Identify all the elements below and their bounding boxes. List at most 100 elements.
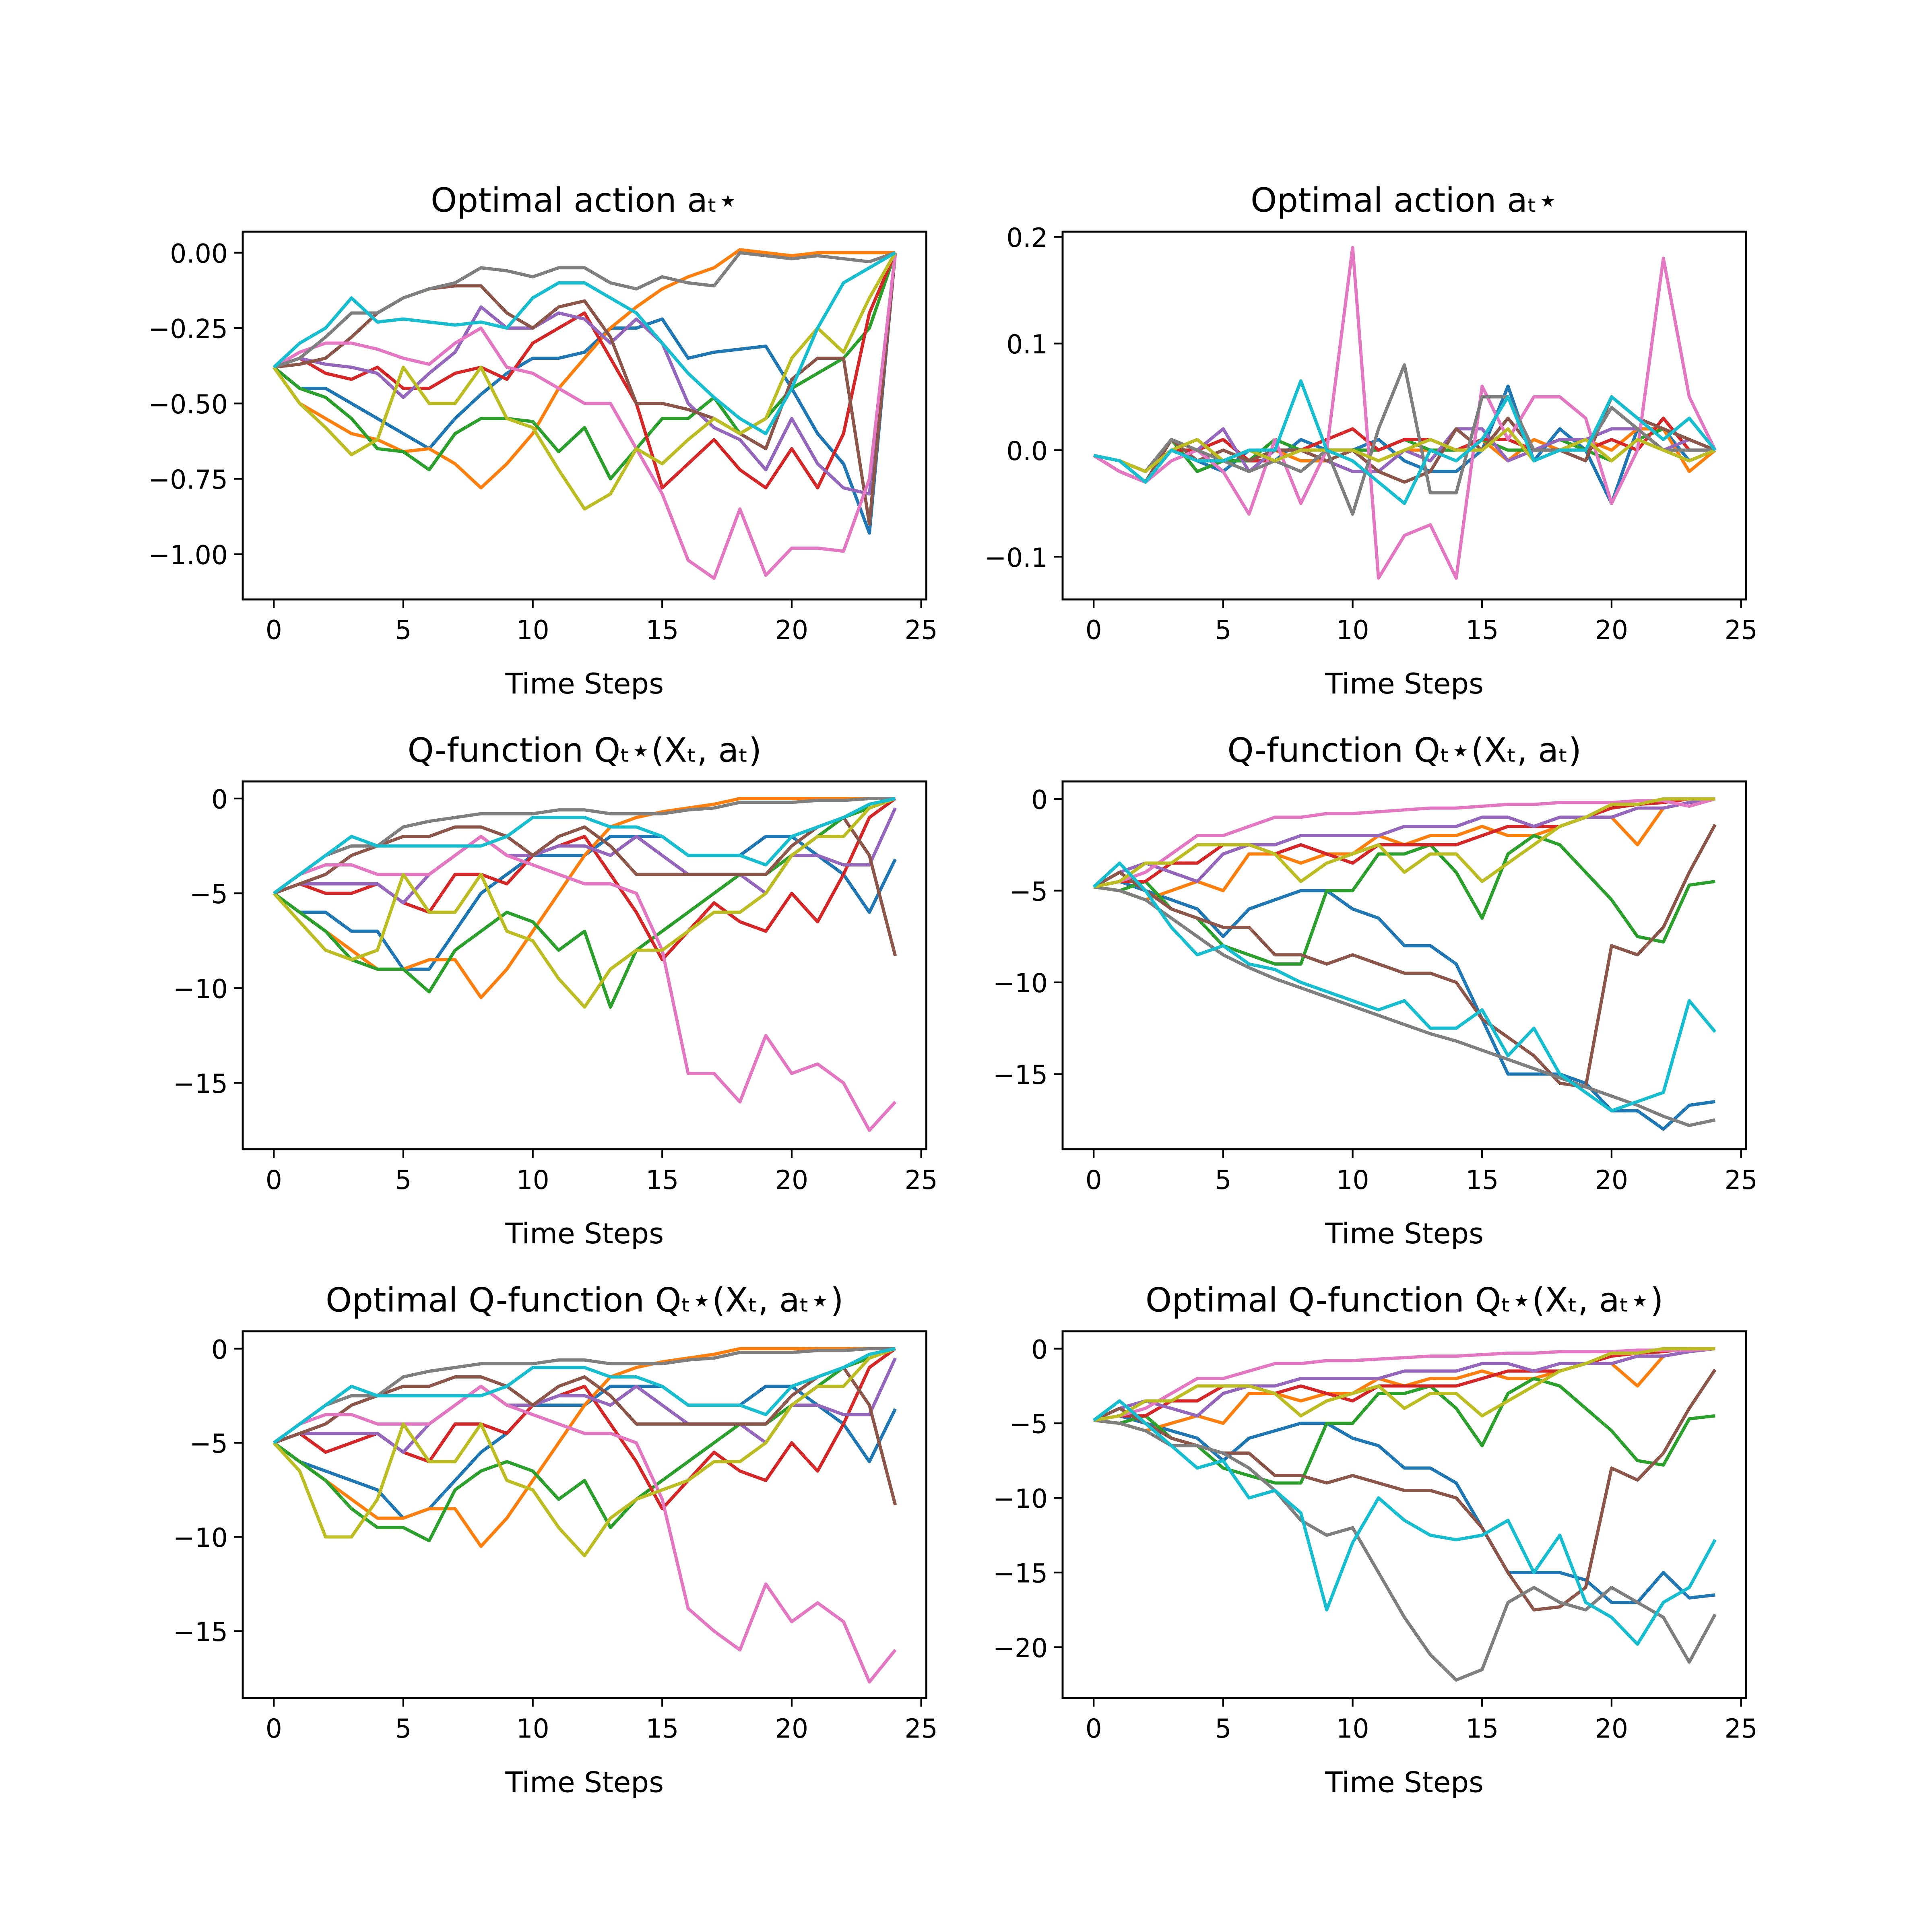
- x-axis-label: Time Steps: [505, 1765, 664, 1799]
- y-tick-label: 0: [1031, 785, 1048, 815]
- series-line: [273, 251, 896, 369]
- y-tick-label: −10: [993, 1484, 1048, 1514]
- y-tick-label: −15: [993, 1060, 1048, 1090]
- y-tick-label: −15: [173, 1617, 228, 1647]
- axes-frame: [1061, 230, 1747, 601]
- series-line: [1093, 1418, 1717, 1682]
- series-line: [1093, 824, 1717, 1089]
- series-line: [1093, 797, 1715, 889]
- x-tick-label: 25: [905, 1714, 938, 1744]
- series-line: [272, 1347, 896, 1558]
- y-tick-label: −15: [993, 1559, 1048, 1589]
- x-tick-label: 15: [646, 1714, 679, 1744]
- y-tick-label: 0: [1031, 1335, 1048, 1365]
- y-tick-label: −5: [1009, 1410, 1048, 1440]
- subplot: 0 5 10 15 20 25 −1.00 −0.75 −0.50 −0.25 0.00 Optima…: [148, 181, 938, 700]
- series-line: [1093, 379, 1717, 505]
- axes-frame: [1061, 1330, 1747, 1699]
- x-tick-label: 5: [1215, 615, 1231, 646]
- series-line: [1092, 861, 1717, 1113]
- x-tick-label: 0: [1086, 615, 1102, 646]
- x-tick-label: 15: [1466, 615, 1499, 646]
- series-line: [272, 835, 897, 1132]
- x-tick-label: 0: [266, 1165, 282, 1195]
- x-tick-label: 5: [1215, 1165, 1231, 1195]
- series-line: [1093, 427, 1716, 473]
- series-line: [273, 252, 897, 496]
- y-tick-label: 0.00: [170, 239, 228, 269]
- x-tick-label: 0: [266, 615, 282, 646]
- subplot-title: Optimal action aₜ⋆: [431, 181, 739, 220]
- x-tick-label: 25: [1724, 1714, 1757, 1744]
- subplot: 0 5 10 15 20 25 −0.1 0.0 0.1 0.2 Optimal action aₜ…: [985, 181, 1758, 700]
- x-tick-label: 25: [1724, 1165, 1757, 1195]
- x-tick-label: 15: [646, 1165, 679, 1195]
- axes-frame: [1061, 780, 1747, 1150]
- subplot-title: Optimal action aₜ⋆: [1251, 181, 1558, 220]
- x-tick-label: 20: [1595, 1165, 1628, 1195]
- x-tick-label: 25: [905, 615, 938, 646]
- x-tick-label: 20: [1595, 1714, 1628, 1744]
- x-tick-label: 10: [1336, 1165, 1369, 1195]
- axes-frame: [242, 780, 927, 1150]
- x-tick-label: 0: [1086, 1714, 1102, 1744]
- y-tick-label: 0.0: [1006, 436, 1048, 466]
- series-line: [273, 252, 897, 580]
- series-line: [1093, 797, 1715, 889]
- y-tick-label: −20: [993, 1633, 1048, 1664]
- series-line: [1093, 1347, 1715, 1422]
- series-line: [272, 1385, 897, 1684]
- series-line: [1092, 1399, 1717, 1646]
- subplot-title: Q-function Qₜ⋆(Xₜ, aₜ): [407, 731, 762, 770]
- subplot-title: Optimal Q-function Qₜ⋆(Xₜ, aₜ⋆): [326, 1280, 844, 1319]
- y-tick-label: −5: [1009, 877, 1048, 907]
- x-tick-label: 15: [1466, 1714, 1499, 1744]
- x-tick-label: 0: [266, 1714, 282, 1744]
- y-tick-label: −0.1: [985, 543, 1048, 573]
- subplot-title: Optimal Q-function Qₜ⋆(Xₜ, aₜ⋆): [1146, 1280, 1664, 1319]
- series-line: [1093, 1414, 1715, 1604]
- subplot-title: Q-function Qₜ⋆(Xₜ, aₜ): [1227, 731, 1581, 770]
- series-line: [1093, 363, 1715, 516]
- series-line: [273, 252, 897, 490]
- x-tick-label: 5: [1215, 1714, 1231, 1744]
- series-line: [272, 252, 897, 511]
- axes-frame: [242, 230, 927, 601]
- subplot: 0 5 10 15 20 25 −20 −15 −10 −5 0 Optimal Q-function…: [993, 1280, 1758, 1799]
- x-tick-label: 25: [1724, 615, 1757, 646]
- x-tick-label: 10: [516, 1714, 549, 1744]
- x-tick-label: 20: [775, 1714, 808, 1744]
- axes-frame: [242, 1330, 927, 1699]
- x-axis-label: Time Steps: [1325, 1217, 1484, 1250]
- series-line: [1093, 1347, 1715, 1422]
- series-line: [1093, 797, 1715, 889]
- x-tick-label: 20: [775, 1165, 808, 1195]
- y-tick-label: −0.50: [148, 390, 228, 420]
- x-tick-label: 10: [516, 615, 549, 646]
- subplot: 0 5 10 15 20 25 −15 −10 −5 0 Optimal Q-function Qₜ…: [173, 1280, 938, 1799]
- x-tick-label: 5: [395, 1714, 411, 1744]
- y-tick-label: −15: [173, 1069, 228, 1099]
- y-tick-label: 0.2: [1006, 223, 1048, 253]
- x-tick-label: 10: [1336, 1714, 1369, 1744]
- y-tick-label: −10: [173, 974, 228, 1005]
- y-tick-label: −5: [190, 1429, 228, 1459]
- y-tick-label: −0.75: [148, 465, 228, 495]
- subplot: 0 5 10 15 20 25 −15 −10 −5 0 Q-function Qₜ⋆(Xₜ, aₜ…: [173, 731, 938, 1250]
- x-tick-label: 5: [395, 615, 411, 646]
- y-tick-label: −1.00: [148, 540, 228, 570]
- series-line: [1093, 885, 1716, 1127]
- x-tick-label: 15: [1466, 1165, 1499, 1195]
- y-tick-label: −0.25: [148, 314, 228, 345]
- x-axis-label: Time Steps: [505, 667, 664, 700]
- y-tick-label: 0.1: [1006, 330, 1048, 360]
- series-line: [272, 797, 896, 895]
- x-tick-label: 0: [1086, 1165, 1102, 1195]
- series-line: [272, 797, 896, 1009]
- y-tick-label: 0: [211, 785, 228, 815]
- x-axis-label: Time Steps: [505, 1217, 664, 1250]
- x-tick-label: 10: [516, 1165, 549, 1195]
